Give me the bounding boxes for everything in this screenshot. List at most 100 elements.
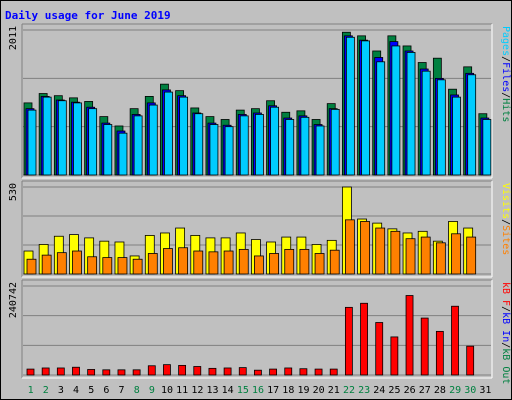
- x-tick-day-8: 8: [134, 385, 140, 396]
- bar-pages-day-5: [88, 108, 98, 176]
- bar-sites-day-1: [26, 258, 37, 275]
- x-tick-day-5: 5: [88, 385, 94, 396]
- bar-pages-day-6: [103, 124, 113, 176]
- panel-top: 2011 Pages/Files/Hits: [8, 23, 511, 179]
- bar-sites-day-3: [56, 252, 67, 275]
- bar-kb-f-day-14: [223, 367, 232, 376]
- bar-kb-f-day-16: [254, 369, 262, 376]
- bar-kb-f-day-30: [466, 345, 475, 376]
- bar-pages-day-14: [224, 126, 234, 176]
- panel-bottom: 240742 kB F/kB In/kB Out: [8, 279, 511, 384]
- bar-sites-day-25: [390, 230, 401, 275]
- bar-kb-f-day-29: [451, 305, 459, 376]
- legend-item: /: [500, 56, 511, 62]
- bar-pages-day-18: [285, 119, 295, 176]
- bar-sites-day-15: [238, 248, 249, 275]
- bar-sites-day-26: [405, 238, 416, 275]
- bar-pages-day-19: [300, 116, 310, 176]
- bar-pages-day-27: [421, 70, 431, 176]
- bar-pages-day-12: [194, 113, 204, 176]
- legend-item: /: [500, 342, 511, 348]
- x-tick-day-7: 7: [119, 385, 125, 396]
- bar-sites-day-19: [299, 248, 310, 275]
- bar-sites-day-18: [284, 248, 295, 275]
- bar-kb-f-day-18: [284, 367, 293, 376]
- legend-top: Pages/Files/Hits: [500, 26, 511, 122]
- y-max-label-middle: 530: [8, 183, 19, 201]
- bar-kb-f-day-3: [56, 367, 65, 376]
- x-tick-day-25: 25: [388, 385, 400, 396]
- bar-sites-day-30: [466, 236, 477, 275]
- legend-item: /: [500, 306, 511, 312]
- x-tick-day-14: 14: [222, 385, 234, 396]
- x-tick-day-1: 1: [28, 385, 34, 396]
- x-tick-day-22: 22: [343, 385, 355, 396]
- bar-pages-day-17: [270, 106, 279, 176]
- bar-kb-f-day-10: [163, 364, 171, 376]
- bar-kb-f-day-22: [344, 306, 353, 376]
- x-tick-day-10: 10: [161, 385, 173, 396]
- bar-kb-f-day-1: [26, 368, 35, 376]
- bar-pages-day-24: [376, 61, 386, 176]
- x-tick-day-4: 4: [73, 385, 79, 396]
- bar-sites-day-13: [208, 251, 219, 275]
- bar-sites-day-22: [344, 219, 355, 275]
- bar-kb-f-day-11: [178, 364, 187, 376]
- bar-pages-day-11: [179, 96, 189, 176]
- bar-kb-f-day-15: [238, 367, 247, 376]
- bar-sites-day-29: [451, 233, 461, 275]
- bar-sites-day-9: [147, 253, 158, 275]
- legend-item: Hits: [500, 98, 511, 122]
- bar-sites-day-6: [102, 257, 113, 275]
- x-tick-day-21: 21: [328, 385, 340, 396]
- legend-item: kB Out: [500, 348, 511, 384]
- bar-sites-day-5: [87, 256, 98, 275]
- x-tick-day-11: 11: [176, 385, 188, 396]
- bar-kb-f-day-21: [329, 368, 338, 376]
- bar-sites-day-14: [223, 250, 234, 275]
- bar-sites-day-7: [117, 257, 128, 275]
- legend-item: Pages: [500, 26, 511, 56]
- bar-sites-day-17: [269, 253, 279, 275]
- legend-bottom: kB F/kB In/kB Out: [500, 282, 511, 384]
- bar-sites-day-16: [254, 255, 264, 275]
- bar-kb-f-day-13: [208, 367, 217, 376]
- x-tick-day-24: 24: [373, 385, 385, 396]
- x-tick-day-6: 6: [103, 385, 109, 396]
- bar-pages-day-20: [315, 125, 325, 176]
- bar-kb-f-day-4: [72, 366, 80, 376]
- bar-pages-day-28: [436, 79, 446, 176]
- panel-middle-bars: [23, 186, 477, 275]
- legend-item: Sites: [500, 225, 511, 255]
- bar-sites-day-8: [132, 258, 143, 275]
- panel-bottom-bars: [26, 295, 475, 376]
- x-tick-day-18: 18: [282, 385, 294, 396]
- x-tick-day-23: 23: [358, 385, 370, 396]
- bar-pages-day-25: [391, 45, 401, 176]
- x-tick-day-15: 15: [237, 385, 249, 396]
- bar-kb-f-day-12: [193, 366, 202, 376]
- bar-pages-day-31: [482, 119, 492, 176]
- bar-sites-day-27: [420, 236, 431, 275]
- x-tick-day-9: 9: [149, 385, 155, 396]
- bar-sites-day-4: [72, 250, 82, 275]
- bar-sites-day-10: [163, 248, 173, 275]
- bar-pages-day-2: [42, 96, 52, 176]
- x-tick-day-19: 19: [297, 385, 309, 396]
- legend-item: Files: [500, 62, 511, 92]
- chart-title: Daily usage for June 2019: [5, 9, 171, 22]
- bar-pages-day-10: [164, 91, 173, 176]
- bar-kb-f-day-23: [360, 302, 368, 376]
- bar-pages-day-9: [148, 104, 158, 176]
- bar-pages-day-15: [239, 115, 249, 176]
- bar-kb-f-day-7: [117, 369, 126, 376]
- bar-kb-f-day-9: [147, 365, 156, 376]
- bar-pages-day-26: [406, 52, 416, 176]
- bar-pages-day-3: [57, 100, 67, 176]
- x-tick-day-13: 13: [206, 385, 218, 396]
- x-tick-day-17: 17: [267, 385, 279, 396]
- x-axis-labels: 1 2 3 4 5 6 7 8 9 10 11 12 13 14 15 16 17 18 19 20 21 22 23 24 2…: [28, 385, 492, 396]
- bar-pages-day-8: [133, 115, 143, 176]
- bar-kb-f-day-8: [132, 369, 141, 376]
